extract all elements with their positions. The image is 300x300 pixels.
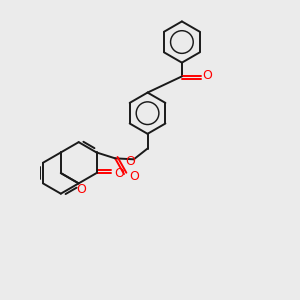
Text: O: O <box>125 155 135 168</box>
Text: O: O <box>129 169 139 182</box>
Text: O: O <box>114 167 124 180</box>
Text: O: O <box>202 69 212 82</box>
Text: O: O <box>77 183 86 196</box>
